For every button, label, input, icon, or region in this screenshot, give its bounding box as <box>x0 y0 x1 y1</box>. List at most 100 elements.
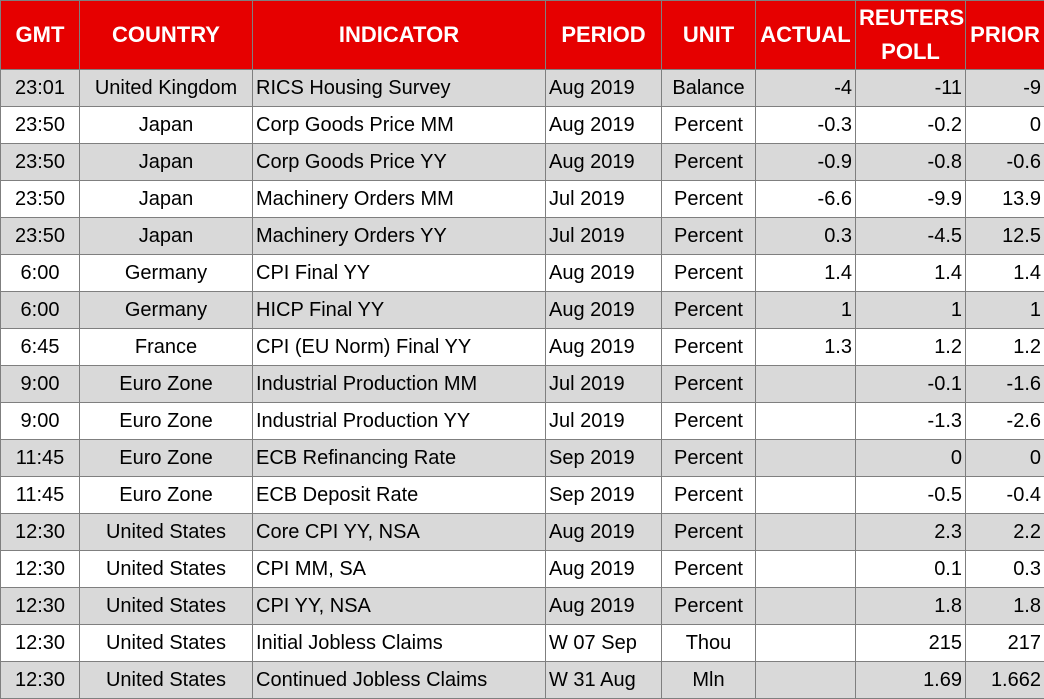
unit-cell: Balance <box>662 70 756 107</box>
country-cell: Germany <box>80 292 253 329</box>
column-header: ACTUAL <box>756 1 856 70</box>
unit-cell: Percent <box>662 551 756 588</box>
period-cell: Aug 2019 <box>546 588 662 625</box>
unit-cell: Percent <box>662 218 756 255</box>
period-cell: Aug 2019 <box>546 514 662 551</box>
reuters-poll-cell: 215 <box>856 625 966 662</box>
unit-cell: Percent <box>662 144 756 181</box>
period-cell: Aug 2019 <box>546 292 662 329</box>
indicator-cell: CPI YY, NSA <box>253 588 546 625</box>
indicator-cell: RICS Housing Survey <box>253 70 546 107</box>
gmt-cell: 11:45 <box>1 440 80 477</box>
period-cell: Sep 2019 <box>546 440 662 477</box>
actual-cell <box>756 662 856 699</box>
unit-cell: Mln <box>662 662 756 699</box>
reuters-poll-cell: 1 <box>856 292 966 329</box>
period-cell: Sep 2019 <box>546 477 662 514</box>
reuters-poll-cell: 1.2 <box>856 329 966 366</box>
gmt-cell: 12:30 <box>1 551 80 588</box>
gmt-cell: 6:00 <box>1 292 80 329</box>
prior-cell: -1.6 <box>966 366 1044 403</box>
gmt-cell: 23:50 <box>1 144 80 181</box>
column-header: GMT <box>1 1 80 70</box>
actual-cell: 1.3 <box>756 329 856 366</box>
country-cell: Japan <box>80 181 253 218</box>
country-cell: United States <box>80 514 253 551</box>
country-cell: Euro Zone <box>80 440 253 477</box>
prior-cell: -2.6 <box>966 403 1044 440</box>
reuters-poll-cell: -0.2 <box>856 107 966 144</box>
unit-cell: Percent <box>662 440 756 477</box>
gmt-cell: 11:45 <box>1 477 80 514</box>
country-cell: Germany <box>80 255 253 292</box>
actual-cell: -0.9 <box>756 144 856 181</box>
actual-cell <box>756 514 856 551</box>
gmt-cell: 6:00 <box>1 255 80 292</box>
indicator-cell: CPI Final YY <box>253 255 546 292</box>
country-cell: United States <box>80 588 253 625</box>
period-cell: Aug 2019 <box>546 107 662 144</box>
unit-cell: Percent <box>662 255 756 292</box>
prior-cell: 1.8 <box>966 588 1044 625</box>
period-cell: Aug 2019 <box>546 329 662 366</box>
indicator-cell: Industrial Production YY <box>253 403 546 440</box>
reuters-poll-cell: -9.9 <box>856 181 966 218</box>
country-cell: France <box>80 329 253 366</box>
period-cell: Jul 2019 <box>546 218 662 255</box>
prior-cell: 217 <box>966 625 1044 662</box>
actual-cell: -0.3 <box>756 107 856 144</box>
period-cell: Jul 2019 <box>546 181 662 218</box>
gmt-cell: 12:30 <box>1 625 80 662</box>
unit-cell: Percent <box>662 107 756 144</box>
gmt-cell: 23:50 <box>1 107 80 144</box>
indicator-cell: Core CPI YY, NSA <box>253 514 546 551</box>
period-cell: W 31 Aug <box>546 662 662 699</box>
country-cell: Euro Zone <box>80 477 253 514</box>
reuters-poll-cell: 2.3 <box>856 514 966 551</box>
country-cell: Japan <box>80 107 253 144</box>
reuters-poll-cell: 1.69 <box>856 662 966 699</box>
prior-cell: 13.9 <box>966 181 1044 218</box>
prior-cell: 2.2 <box>966 514 1044 551</box>
actual-cell <box>756 551 856 588</box>
reuters-poll-cell: -4.5 <box>856 218 966 255</box>
actual-cell <box>756 440 856 477</box>
prior-cell: 0.3 <box>966 551 1044 588</box>
unit-cell: Percent <box>662 588 756 625</box>
indicator-cell: CPI MM, SA <box>253 551 546 588</box>
prior-cell: -0.6 <box>966 144 1044 181</box>
actual-cell <box>756 403 856 440</box>
column-header: PERIOD <box>546 1 662 70</box>
prior-cell: 1 <box>966 292 1044 329</box>
gmt-cell: 9:00 <box>1 403 80 440</box>
period-cell: Aug 2019 <box>546 70 662 107</box>
period-cell: W 07 Sep <box>546 625 662 662</box>
unit-cell: Percent <box>662 329 756 366</box>
actual-cell: -6.6 <box>756 181 856 218</box>
unit-cell: Percent <box>662 514 756 551</box>
reuters-poll-cell: 1.4 <box>856 255 966 292</box>
prior-cell: 0 <box>966 440 1044 477</box>
actual-cell <box>756 477 856 514</box>
gmt-cell: 12:30 <box>1 514 80 551</box>
gmt-cell: 6:45 <box>1 329 80 366</box>
country-cell: Japan <box>80 144 253 181</box>
gmt-cell: 9:00 <box>1 366 80 403</box>
period-cell: Aug 2019 <box>546 551 662 588</box>
actual-cell: 1 <box>756 292 856 329</box>
unit-cell: Percent <box>662 181 756 218</box>
column-header: INDICATOR <box>253 1 546 70</box>
prior-cell: 1.2 <box>966 329 1044 366</box>
reuters-poll-cell: -1.3 <box>856 403 966 440</box>
indicator-cell: Initial Jobless Claims <box>253 625 546 662</box>
prior-cell: 12.5 <box>966 218 1044 255</box>
